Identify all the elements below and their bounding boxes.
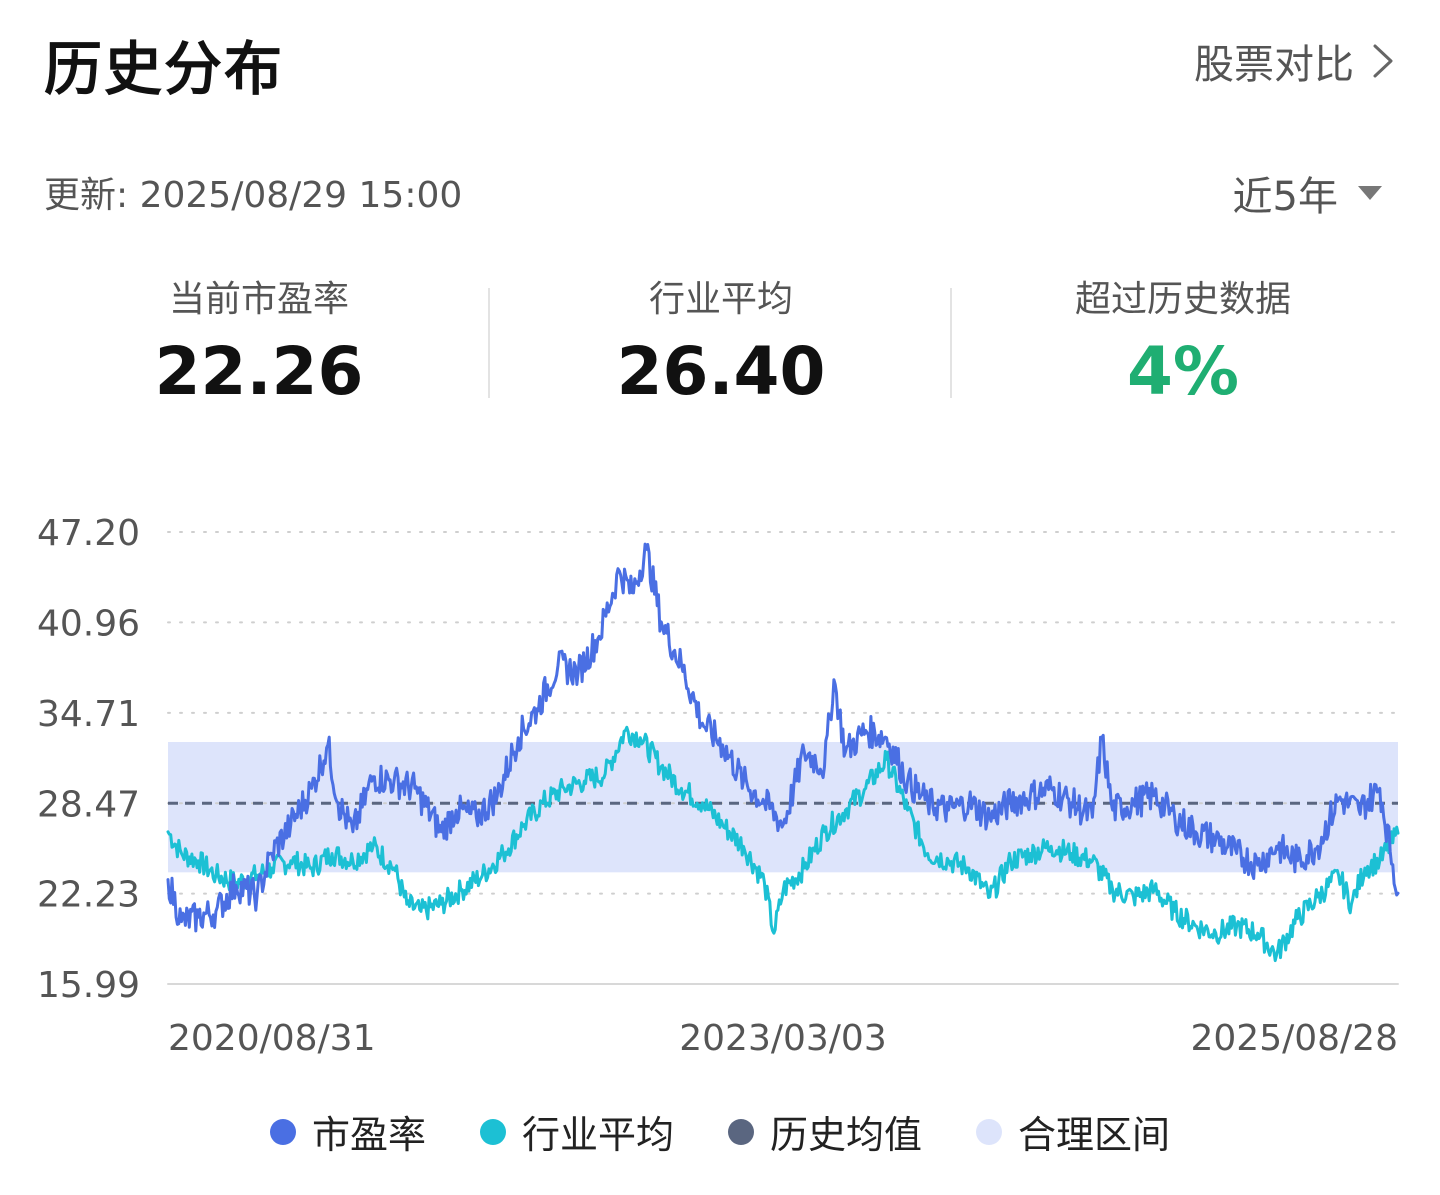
pe-history-chart: 47.20 40.96 34.71 28.47 22.23 15.99 2020/08/31…: [37, 513, 1400, 1059]
stat-value: 4%: [1126, 333, 1240, 410]
legend-item-pe[interactable]: 市盈率: [269, 1104, 426, 1159]
legend-dot: [479, 1118, 506, 1145]
y-tick-label: 15.99: [37, 965, 140, 1006]
legend-dot: [728, 1118, 754, 1145]
stat-label: 行业平均: [648, 279, 793, 320]
time-range-label: 近5年: [1232, 174, 1338, 220]
legend-label: 合理区间: [1018, 1113, 1171, 1157]
chevron-right-icon: [1373, 44, 1393, 78]
legend-label: 市盈率: [311, 1113, 426, 1157]
stat-industry-average: 行业平均 26.40: [490, 270, 952, 412]
stats-row: 当前市盈率 22.26 行业平均 26.40 超过历史数据 4%: [28, 270, 1412, 410]
page-title: 历史分布: [44, 35, 285, 103]
chart-legend: 市盈率 行业平均 历史均值 合理区间: [0, 1104, 1440, 1159]
stat-exceed-history: 超过历史数据 4%: [952, 270, 1414, 412]
legend-item-industry[interactable]: 行业平均: [479, 1104, 674, 1159]
y-tick-label: 40.96: [37, 603, 140, 644]
x-tick-label: 2020/08/31: [168, 1018, 376, 1059]
y-tick-label: 34.71: [37, 694, 140, 735]
update-timestamp: 更新: 2025/08/29 15:00: [44, 175, 463, 216]
y-tick-label: 47.20: [37, 513, 140, 554]
y-tick-label: 28.47: [37, 784, 140, 825]
time-range-dropdown[interactable]: 近5年: [1233, 164, 1384, 222]
industry-average-line: [166, 725, 1400, 963]
legend-label: 行业平均: [521, 1113, 674, 1157]
stat-divider: [488, 288, 490, 398]
stock-compare-label: 股票对比: [1194, 42, 1354, 88]
stat-label: 当前市盈率: [168, 279, 349, 320]
stat-divider: [950, 288, 952, 398]
x-tick-label: 2023/03/03: [679, 1018, 887, 1059]
stat-value: 22.26: [154, 333, 364, 410]
stat-value: 26.40: [616, 333, 826, 410]
stock-compare-link[interactable]: 股票对比: [1194, 32, 1394, 90]
legend-label: 历史均值: [770, 1113, 923, 1157]
legend-item-mean[interactable]: 历史均值: [728, 1104, 922, 1159]
y-tick-label: 22.23: [37, 875, 140, 916]
caret-down-icon: [1358, 186, 1382, 200]
legend-dot: [269, 1118, 296, 1145]
x-tick-label: 2025/08/28: [1191, 1018, 1399, 1059]
stat-label: 超过历史数据: [1074, 279, 1291, 320]
legend-item-range[interactable]: 合理区间: [976, 1104, 1170, 1159]
legend-dot: [976, 1118, 1003, 1145]
stat-current-pe: 当前市盈率 22.26: [28, 270, 490, 412]
pe-ratio-line: [166, 542, 1400, 933]
